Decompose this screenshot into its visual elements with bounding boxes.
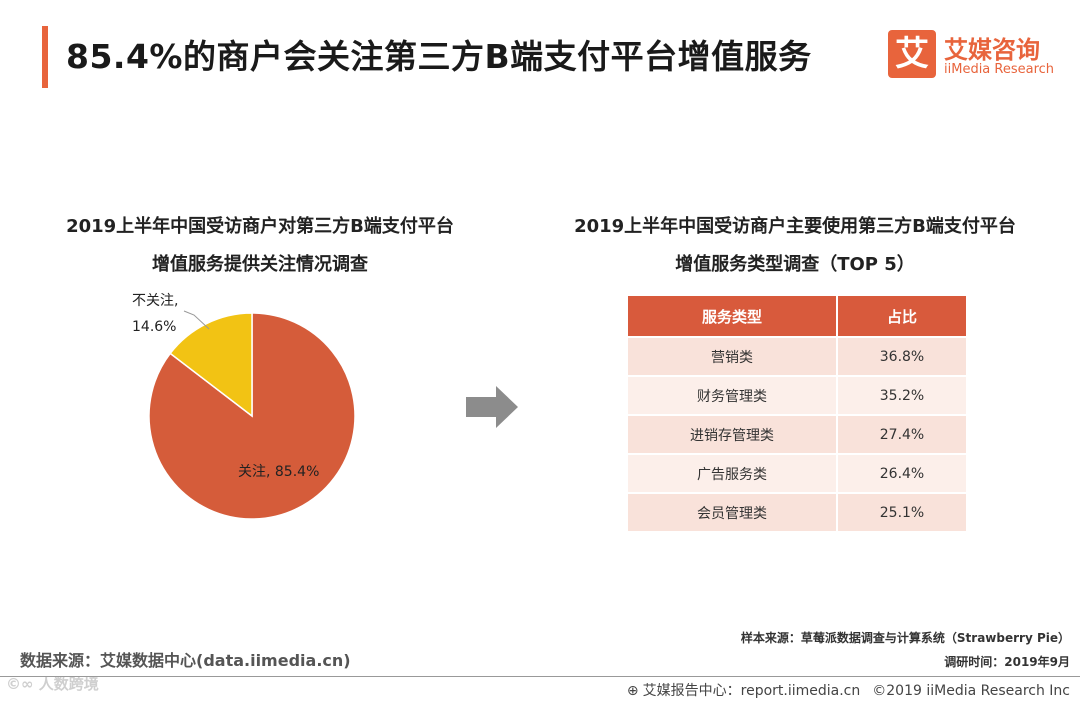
table-row: 会员管理类 25.1%: [628, 492, 966, 531]
title-accent-bar: [42, 26, 48, 88]
table-row: 财务管理类 35.2%: [628, 375, 966, 415]
logo-chinese-name: 艾媒咨询: [944, 36, 1040, 64]
header-service-type: 服务类型: [628, 296, 838, 337]
globe-icon: ⊕: [626, 683, 639, 699]
table-row: 进销存管理类 27.4%: [628, 414, 966, 454]
table-header-row: 服务类型 占比: [628, 296, 966, 337]
sample-source-block: 样本来源：草莓派数据调查与计算系统（Strawberry Pie） 调研时间：2…: [741, 626, 1070, 674]
pie-chart-title-line2: 增值服务提供关注情况调查: [152, 254, 368, 275]
footer: ⊕ 艾媒报告中心：report.iimedia.cn ©2019 iiMedia R…: [615, 680, 1070, 700]
row-service-type: 财务管理类: [628, 375, 838, 415]
row-share: 36.8%: [837, 336, 966, 376]
pie-label-concerned: 关注, 85.4%: [238, 464, 319, 480]
row-share: 25.1%: [837, 492, 966, 531]
pie-slice-concerned: [148, 312, 356, 520]
pie-slice-not-concerned: [169, 312, 253, 418]
row-share: 26.4%: [837, 453, 966, 493]
pie-leader-line: [183, 310, 210, 330]
watermark-text: 人数跨境: [38, 675, 99, 693]
page-title: 85.4%的商户会关注第三方B端支付平台增值服务: [66, 37, 812, 76]
pie-chart-title-line1: 2019上半年中国受访商户对第三方B端支付平台: [66, 216, 454, 237]
row-service-type: 会员管理类: [628, 492, 838, 531]
iimedia-logo: 艾 艾媒咨询 iiMedia Research: [888, 30, 1068, 82]
row-share: 27.4%: [837, 414, 966, 454]
table-title-line1: 2019上半年中国受访商户主要使用第三方B端支付平台: [574, 216, 1016, 237]
logo-icon: 艾: [888, 30, 936, 78]
row-share: 35.2%: [837, 375, 966, 415]
row-service-type: 进销存管理类: [628, 414, 838, 454]
survey-date: 调研时间：2019年9月: [944, 655, 1070, 669]
service-type-table: 服务类型 占比 营销类 36.8% 财务管理类 35.2% 进销存管理类 27.…: [628, 296, 966, 531]
row-service-type: 营销类: [628, 336, 838, 376]
watermark-logo-icon: ©∞: [6, 675, 39, 693]
sample-source: 样本来源：草莓派数据调查与计算系统（Strawberry Pie）: [740, 631, 1070, 645]
copyright: ©2019 iiMedia Research Inc: [872, 683, 1070, 699]
footer-divider: [0, 676, 1080, 677]
pie-chart-title: 2019上半年中国受访商户对第三方B端支付平台 增值服务提供关注情况调查: [20, 208, 500, 284]
pie-label-not-concerned-line1: 不关注,: [132, 293, 178, 309]
table-row: 广告服务类 26.4%: [628, 453, 966, 493]
row-service-type: 广告服务类: [628, 453, 838, 493]
data-source: 数据来源：艾媒数据中心(data.iimedia.cn): [20, 651, 351, 670]
table-title: 2019上半年中国受访商户主要使用第三方B端支付平台 增值服务类型调查（TOP …: [530, 208, 1060, 284]
watermark: ©∞ 人数跨境: [6, 673, 99, 694]
table-title-line2: 增值服务类型调查（TOP 5）: [675, 254, 915, 275]
right-arrow-icon: [466, 386, 518, 428]
logo-english-name: iiMedia Research: [944, 62, 1055, 77]
report-center-link[interactable]: 艾媒报告中心：report.iimedia.cn: [642, 683, 861, 699]
pie-chart: 关注, 85.4% 不关注, 14.6%: [132, 293, 356, 520]
pie-label-not-concerned-line2: 14.6%: [132, 319, 176, 335]
header-share: 占比: [837, 296, 966, 337]
table-row: 营销类 36.8%: [628, 336, 966, 376]
